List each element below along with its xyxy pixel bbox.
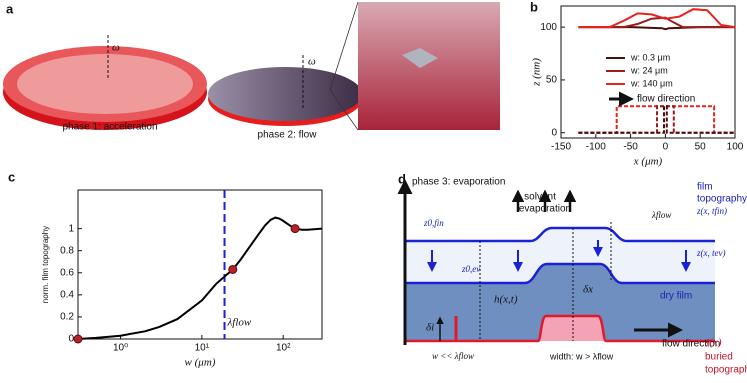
y-tick-label: 0.4 — [60, 289, 74, 300]
y-axis-label: z (nm) — [531, 58, 543, 87]
zoom-line — [329, 1, 359, 91]
label: topography — [697, 194, 747, 205]
buried-topography — [405, 314, 715, 343]
x-tick-label: 10² — [276, 343, 291, 354]
legend-label: w: 24 μm — [630, 65, 668, 75]
label: z(x, tfin) — [696, 206, 727, 216]
label: z(x, tev) — [696, 248, 725, 258]
y-tick-label: 0.2 — [60, 312, 74, 323]
legend-label: w: 140 μm — [630, 78, 673, 88]
caption: phase 2: flow — [258, 130, 318, 141]
label: width: w > λflow — [549, 351, 614, 361]
plot-frame — [560, 5, 736, 139]
annotation: flow direction — [637, 94, 695, 105]
x-tick-label: 100 — [727, 142, 744, 153]
x-axis-label: x (μm) — [633, 156, 663, 168]
y-tick-label: 1 — [68, 223, 74, 234]
series-line — [578, 16, 735, 29]
label: topography — [705, 365, 747, 376]
series-line — [578, 8, 736, 29]
label: evaporation — [519, 204, 571, 215]
x-tick-label: 0 — [663, 142, 669, 153]
x-tick-label: 10⁰ — [113, 343, 128, 354]
panel-label: b — [530, 0, 538, 14]
particle — [402, 48, 438, 68]
disc-2 — [208, 67, 362, 121]
label: buried — [705, 352, 733, 363]
x-tick-label: -100 — [586, 142, 606, 153]
y-tick-label: 0 — [68, 334, 74, 345]
y-tick-label: 0 — [551, 127, 557, 138]
panel-label: a — [6, 1, 14, 16]
film-top — [405, 226, 715, 243]
caption: phase 1: acceleration — [62, 122, 157, 133]
label: h(x,t) — [494, 294, 518, 306]
omega: ω — [308, 56, 316, 68]
marker — [290, 224, 300, 234]
title: phase 3: evaporation — [412, 177, 505, 188]
y-tick-label: 0.8 — [60, 245, 74, 256]
legend-label: w: 0.3 μm — [630, 52, 670, 62]
x-tick-label: -50 — [623, 142, 638, 153]
zoom-line — [329, 89, 359, 131]
x-tick-label: -150 — [551, 142, 571, 153]
plot-frame — [77, 189, 323, 340]
label: solvent — [524, 192, 556, 203]
label: flow direction — [662, 339, 720, 350]
label: δi — [426, 322, 434, 334]
label: z0,fin — [423, 218, 444, 228]
y-tick-label: 100 — [540, 22, 557, 33]
x-tick-label: 50 — [695, 142, 707, 153]
marker — [228, 264, 238, 274]
panel-label: d — [398, 171, 406, 186]
panel-d: d phase 3: evaporation solvent evaporati… — [397, 171, 747, 376]
series-line — [578, 105, 735, 134]
x-axis-label: w (μm) — [185, 357, 216, 369]
label: z0,ev — [461, 264, 480, 274]
y-tick-label: 50 — [546, 75, 558, 86]
x-tick-label: 10¹ — [195, 343, 210, 354]
lambda-label: λflow — [227, 317, 252, 329]
marker — [73, 334, 83, 344]
label: δx — [583, 284, 593, 296]
series-line — [77, 216, 323, 340]
y-axis-label: norm. film topography — [41, 226, 50, 303]
label: film — [697, 182, 713, 193]
y-tick-label: 0.6 — [60, 267, 74, 278]
disc-1-spray — [17, 54, 193, 114]
panel-label: c — [8, 169, 15, 184]
panel-a: a ω ω phase 1: acceleration phase 2: flo… — [3, 1, 500, 141]
omega: ω — [112, 42, 120, 54]
label: λflow — [651, 210, 671, 220]
zoom-image — [358, 2, 500, 130]
label: dry film — [660, 291, 692, 302]
label: w << λflow — [432, 351, 474, 361]
series-line — [578, 105, 735, 134]
label: s(x) — [705, 337, 722, 349]
